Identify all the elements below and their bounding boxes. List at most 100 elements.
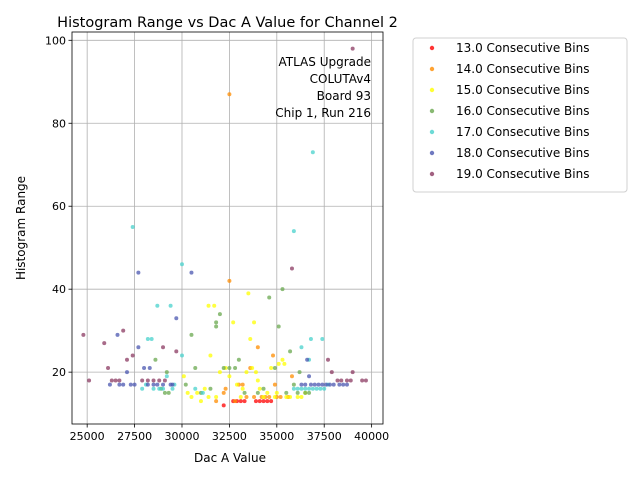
data-point bbox=[350, 46, 355, 51]
legend-label: 15.0 Consecutive Bins bbox=[456, 83, 589, 97]
data-point bbox=[257, 386, 262, 391]
chart-annotation: ATLAS Upgrade COLUTAv4 Board 93 Chip 1, Run… bbox=[275, 55, 371, 120]
data-point bbox=[124, 357, 129, 362]
data-point bbox=[87, 378, 92, 383]
data-point bbox=[272, 382, 277, 387]
data-point bbox=[253, 370, 258, 375]
data-point bbox=[223, 386, 228, 391]
data-point bbox=[261, 386, 266, 391]
legend-marker bbox=[429, 129, 435, 135]
data-point bbox=[255, 345, 260, 350]
data-point bbox=[227, 366, 232, 370]
x-axis-label: Dac A Value bbox=[194, 451, 266, 465]
data-point bbox=[217, 370, 222, 375]
data-point bbox=[246, 291, 251, 296]
data-point bbox=[221, 403, 226, 408]
data-point bbox=[161, 345, 166, 350]
data-point bbox=[130, 353, 135, 358]
data-point bbox=[295, 390, 300, 395]
data-point bbox=[299, 345, 304, 350]
data-point bbox=[130, 224, 135, 229]
data-point bbox=[195, 390, 200, 395]
data-point bbox=[282, 361, 287, 366]
data-point bbox=[206, 395, 211, 400]
data-point bbox=[147, 366, 152, 370]
data-point bbox=[238, 399, 243, 404]
data-point bbox=[140, 386, 145, 391]
data-point bbox=[363, 378, 368, 383]
annotation-line: Board 93 bbox=[317, 89, 371, 103]
legend-label: 19.0 Consecutive Bins bbox=[456, 167, 589, 181]
x-tick-label: 32500 bbox=[212, 430, 247, 443]
x-tick-label: 25000 bbox=[70, 430, 105, 443]
data-point bbox=[153, 357, 158, 362]
data-point bbox=[151, 378, 156, 383]
data-point bbox=[231, 320, 236, 325]
data-point bbox=[327, 382, 332, 387]
data-point bbox=[320, 336, 325, 341]
data-point bbox=[350, 370, 355, 375]
data-point bbox=[324, 382, 329, 387]
legend-label: 17.0 Consecutive Bins bbox=[456, 125, 589, 139]
data-point bbox=[261, 399, 266, 404]
data-point bbox=[240, 382, 245, 387]
y-axis-ticks: 20 40 60 80 100 bbox=[45, 34, 72, 379]
data-point bbox=[303, 382, 308, 387]
data-point bbox=[183, 382, 188, 387]
data-point bbox=[117, 378, 122, 383]
data-point bbox=[117, 382, 122, 387]
data-point bbox=[238, 395, 243, 400]
data-point bbox=[221, 390, 226, 395]
data-point bbox=[193, 366, 198, 370]
data-point bbox=[291, 386, 296, 391]
data-point bbox=[206, 303, 211, 308]
data-point bbox=[267, 395, 272, 400]
data-point bbox=[221, 366, 226, 370]
data-point bbox=[164, 370, 169, 375]
data-point bbox=[170, 382, 175, 387]
data-point bbox=[121, 328, 126, 333]
x-tick-label: 30000 bbox=[164, 430, 199, 443]
data-point bbox=[284, 390, 289, 395]
data-point bbox=[310, 150, 315, 155]
data-point bbox=[307, 374, 312, 379]
data-point bbox=[179, 353, 184, 358]
data-point bbox=[267, 295, 272, 300]
data-point bbox=[303, 390, 308, 395]
y-tick-label: 20 bbox=[52, 366, 66, 379]
data-point bbox=[331, 382, 336, 387]
data-point bbox=[157, 378, 162, 383]
data-point bbox=[166, 390, 171, 395]
data-point bbox=[81, 332, 86, 337]
data-point bbox=[297, 370, 302, 375]
legend-label: 18.0 Consecutive Bins bbox=[456, 146, 589, 160]
data-point bbox=[168, 303, 173, 308]
data-point bbox=[107, 382, 112, 387]
data-point bbox=[335, 378, 340, 383]
data-point bbox=[320, 382, 325, 387]
legend-label: 14.0 Consecutive Bins bbox=[456, 62, 589, 76]
x-tick-label: 35000 bbox=[259, 430, 294, 443]
legend: 13.0 Consecutive Bins 14.0 Consecutive Bi… bbox=[412, 37, 628, 193]
data-point bbox=[289, 266, 294, 271]
data-point bbox=[307, 386, 312, 391]
y-tick-label: 60 bbox=[52, 200, 66, 213]
data-point bbox=[161, 382, 166, 387]
data-point bbox=[310, 386, 315, 391]
data-point bbox=[155, 382, 160, 387]
data-point bbox=[189, 332, 194, 337]
data-point bbox=[193, 386, 198, 391]
data-point bbox=[236, 357, 241, 362]
data-point bbox=[185, 390, 190, 395]
data-point bbox=[326, 357, 331, 362]
data-point bbox=[255, 378, 260, 383]
data-point bbox=[212, 303, 217, 308]
data-point bbox=[214, 320, 219, 325]
data-point bbox=[200, 390, 205, 395]
data-point bbox=[288, 349, 293, 354]
data-point bbox=[291, 382, 296, 387]
data-point bbox=[121, 382, 126, 387]
legend-marker bbox=[429, 66, 435, 72]
data-point bbox=[214, 399, 219, 404]
data-point bbox=[174, 349, 179, 354]
